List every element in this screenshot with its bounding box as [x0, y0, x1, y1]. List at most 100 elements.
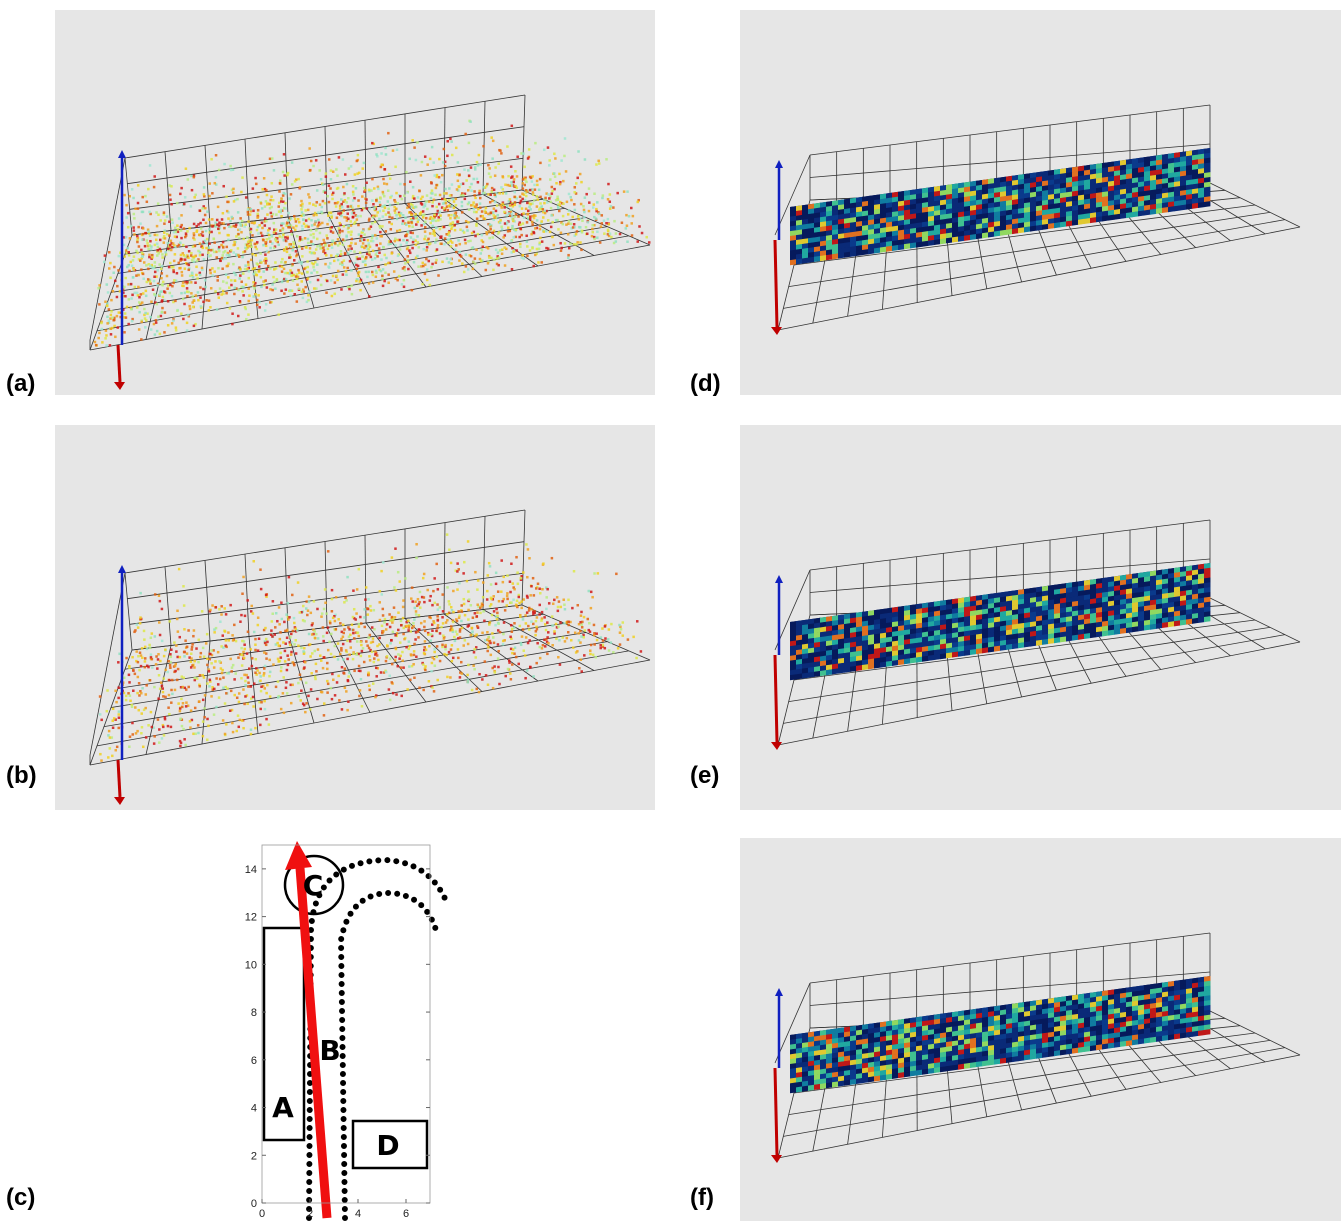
point — [441, 174, 444, 177]
point — [277, 696, 280, 699]
point — [402, 633, 405, 636]
point — [131, 722, 134, 725]
point — [574, 209, 577, 212]
point — [285, 681, 288, 684]
point — [562, 636, 565, 639]
point — [108, 319, 111, 322]
point — [131, 656, 134, 659]
point — [286, 251, 289, 254]
point — [454, 229, 457, 232]
point — [197, 291, 200, 294]
point — [395, 192, 398, 195]
point — [346, 183, 349, 186]
point — [215, 256, 218, 259]
point — [117, 326, 120, 329]
point — [347, 675, 350, 678]
point — [159, 634, 162, 637]
point — [336, 681, 339, 684]
heat-cell — [1090, 217, 1096, 223]
point — [293, 274, 296, 277]
point — [155, 211, 158, 214]
point — [449, 258, 452, 261]
point — [266, 213, 269, 216]
point — [169, 620, 172, 623]
point — [309, 247, 312, 250]
point — [501, 248, 504, 251]
heat-cell — [1024, 226, 1030, 232]
point — [251, 665, 254, 668]
heat-cell — [1030, 226, 1036, 232]
point — [449, 217, 452, 220]
point — [258, 301, 261, 304]
point — [292, 249, 295, 252]
point — [231, 666, 234, 669]
point — [222, 246, 225, 249]
point — [566, 621, 569, 624]
point — [327, 649, 330, 652]
point — [498, 683, 501, 686]
point — [247, 676, 250, 679]
point — [513, 196, 516, 199]
point — [216, 279, 219, 282]
point — [331, 198, 334, 201]
point — [482, 596, 485, 599]
point — [258, 224, 261, 227]
point — [581, 621, 584, 624]
point — [447, 241, 450, 244]
point — [138, 311, 141, 314]
point — [387, 273, 390, 276]
point — [274, 626, 277, 629]
point — [482, 581, 485, 584]
point — [111, 755, 114, 758]
point — [579, 630, 582, 633]
point — [114, 336, 117, 339]
heat-cell — [1108, 215, 1114, 221]
point — [557, 625, 560, 628]
point — [426, 589, 429, 592]
point — [346, 212, 349, 215]
point — [460, 255, 463, 257]
point — [387, 200, 390, 203]
point — [526, 221, 529, 224]
point — [234, 274, 237, 277]
point — [163, 734, 166, 737]
point — [250, 245, 253, 248]
heat-cell — [1168, 206, 1174, 212]
heat-cell — [910, 242, 916, 248]
point — [573, 203, 576, 206]
point — [482, 192, 485, 195]
point — [391, 261, 394, 264]
point — [157, 249, 160, 252]
point — [375, 214, 378, 217]
point — [375, 199, 378, 202]
point — [583, 654, 586, 657]
heat-cell — [1078, 219, 1084, 225]
point — [501, 203, 504, 206]
point — [422, 210, 425, 213]
point — [289, 269, 292, 272]
point — [321, 222, 324, 225]
point — [131, 264, 134, 267]
point — [495, 583, 498, 586]
point — [425, 258, 428, 261]
point — [576, 177, 579, 180]
point — [567, 213, 570, 216]
point — [264, 665, 267, 668]
point — [536, 628, 539, 631]
point — [307, 238, 310, 241]
point — [491, 231, 494, 234]
point — [387, 132, 390, 135]
point — [176, 656, 179, 659]
point — [437, 588, 440, 591]
point — [311, 624, 314, 627]
point — [140, 293, 143, 296]
point — [183, 604, 186, 607]
point — [179, 656, 182, 659]
heat-cell — [862, 249, 868, 255]
point — [476, 217, 479, 220]
point — [270, 212, 273, 215]
point — [542, 208, 545, 211]
point — [297, 682, 300, 685]
point — [359, 289, 362, 292]
point — [429, 232, 432, 235]
